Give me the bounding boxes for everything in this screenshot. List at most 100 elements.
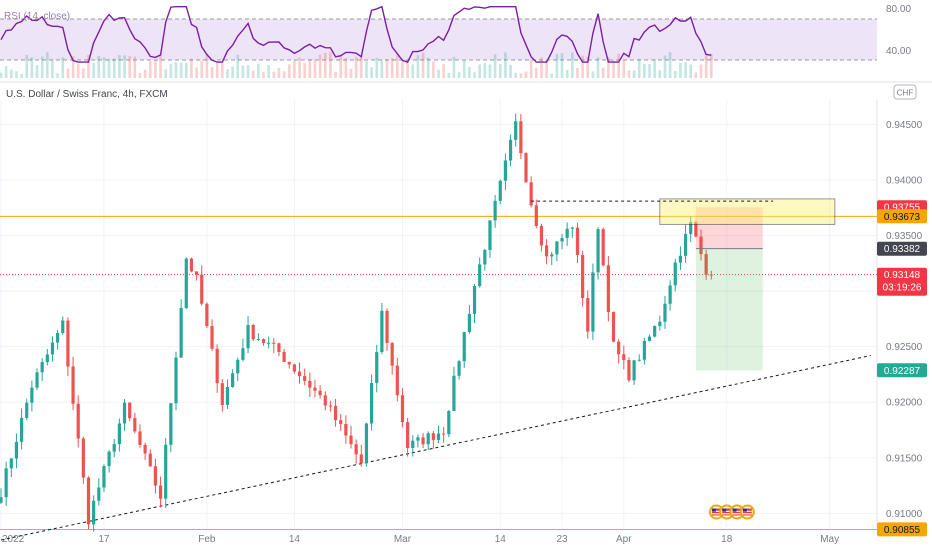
candle <box>689 216 693 242</box>
volume-bar <box>437 69 440 78</box>
price-tick-label: 0.94500 <box>886 120 923 131</box>
volume-bar <box>257 63 260 78</box>
volume-bar <box>694 72 698 78</box>
volume-bar <box>262 71 265 78</box>
volume-bar <box>323 52 327 78</box>
volume-bar <box>71 56 75 78</box>
volume-bar <box>653 59 656 78</box>
volume-bar <box>51 59 54 78</box>
candle <box>683 224 688 263</box>
candle <box>601 227 605 267</box>
candle <box>704 249 708 280</box>
candle <box>375 344 379 393</box>
volume-bar <box>473 72 476 78</box>
volume-bar <box>560 53 564 78</box>
volume-bar <box>689 64 693 78</box>
volume-bar <box>25 54 29 78</box>
volume-bar <box>401 61 404 78</box>
volume-bar <box>15 71 18 78</box>
time-axis[interactable]: 2022 17 Feb 14 Mar 14 23 Apr 18 May <box>0 100 839 545</box>
volume-bar <box>426 57 430 78</box>
volume-bar <box>498 63 502 78</box>
volume-bar <box>545 60 548 78</box>
us-flag-icon[interactable] <box>719 504 735 520</box>
us-flag-icon[interactable] <box>739 504 755 520</box>
candle <box>200 265 204 306</box>
volume-bar <box>390 58 394 78</box>
volume-bar <box>205 53 209 78</box>
candle <box>287 361 291 369</box>
us-flag-icon[interactable] <box>708 504 724 520</box>
candle <box>483 248 487 271</box>
candle <box>668 280 672 311</box>
candle <box>596 227 600 280</box>
currency-badge[interactable]: CHF <box>893 84 917 100</box>
candle <box>359 444 363 467</box>
volume-bar <box>354 56 358 78</box>
candle <box>102 464 106 492</box>
volume-bar <box>246 65 250 78</box>
candle <box>493 195 497 228</box>
candle <box>411 435 415 457</box>
candle <box>220 379 224 412</box>
candle <box>189 257 194 273</box>
candle <box>364 422 369 467</box>
volume-bar <box>236 54 240 78</box>
candle <box>164 438 168 509</box>
volume-bar <box>478 64 481 78</box>
volume-bar <box>92 63 95 78</box>
candle <box>277 342 281 357</box>
economic-events[interactable] <box>708 504 755 520</box>
volume-bar <box>679 62 682 78</box>
volume-bar <box>40 56 44 78</box>
candle <box>303 368 307 386</box>
price-axis[interactable]: 0.945000.940000.935000.930000.925000.920… <box>0 120 923 520</box>
volume-bar <box>468 67 471 78</box>
volume-bar <box>226 69 229 78</box>
volume-bar <box>9 69 13 78</box>
volume-bar <box>385 59 389 78</box>
volume-bar <box>138 73 142 78</box>
candle <box>462 331 466 368</box>
candle <box>452 366 456 412</box>
candle <box>426 431 430 451</box>
rsi-tick-80: 80.00 <box>886 4 911 15</box>
volume-bar <box>164 69 168 78</box>
volume-bar <box>504 52 507 78</box>
candle <box>61 316 65 335</box>
candle <box>210 319 214 352</box>
price-label-entry: 0.93673 <box>877 209 927 224</box>
candle <box>231 369 235 388</box>
price-label-target: 0.92287 <box>877 363 927 378</box>
volume-bar <box>411 64 415 78</box>
volume-bar <box>519 73 523 78</box>
candle <box>498 179 502 205</box>
candle <box>138 424 142 448</box>
volume-bar <box>380 60 384 78</box>
svg-text:0.93755: 0.93755 <box>884 203 921 214</box>
price-label-current: 0.93148 03:19:26 <box>877 267 927 296</box>
price-label-mid: 0.93382 <box>877 241 927 256</box>
candle <box>369 374 374 431</box>
drawings <box>0 215 877 541</box>
volume-bar <box>221 61 224 78</box>
time-tick-label: Feb <box>198 534 216 545</box>
candle <box>591 263 595 340</box>
volume-bar <box>133 56 137 78</box>
volume-bar <box>66 68 70 78</box>
candle <box>35 368 39 390</box>
candle <box>627 357 631 383</box>
volume-bar <box>272 71 276 78</box>
time-tick-label: 17 <box>98 534 110 545</box>
candle <box>174 351 178 411</box>
overlays <box>531 198 836 371</box>
candle <box>241 338 245 362</box>
candle <box>0 488 3 505</box>
candle <box>709 270 713 280</box>
candle <box>565 222 569 246</box>
candle <box>256 333 260 341</box>
volume-bar <box>282 71 286 78</box>
volume-bar <box>637 58 641 78</box>
candles <box>0 113 713 532</box>
